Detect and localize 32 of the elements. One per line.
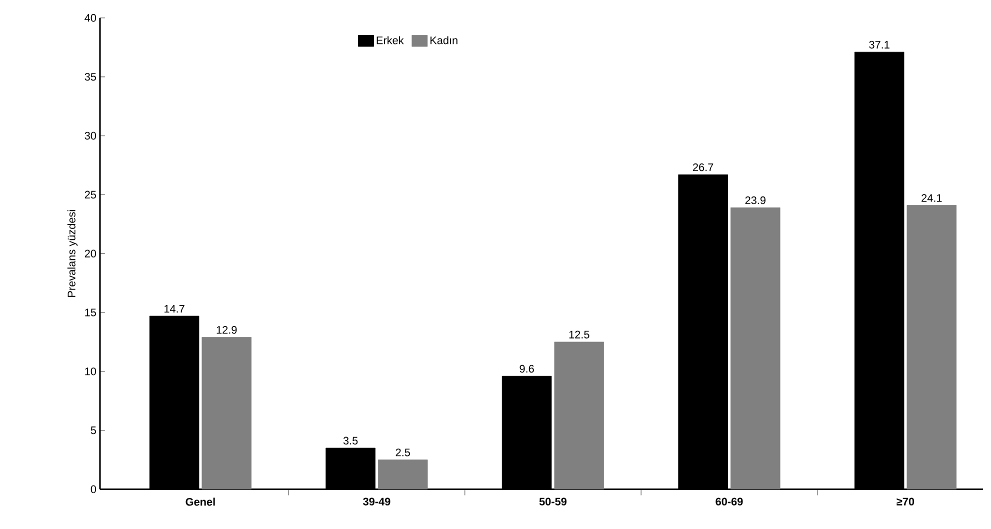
data-label: 9.6 (520, 364, 534, 373)
data-label: 14.7 (164, 305, 184, 313)
bar (730, 207, 780, 490)
bar (554, 342, 604, 490)
bar (202, 337, 252, 490)
x-tick-label: 39-49 (363, 498, 390, 506)
y-tick-label: 20 (84, 250, 96, 258)
y-axis-title: Prevalans yüzdesi (67, 210, 78, 297)
data-label: 26.7 (693, 163, 714, 172)
bar (378, 460, 428, 490)
bar (906, 205, 957, 490)
data-label: 2.5 (396, 448, 410, 456)
data-label: 3.5 (343, 436, 358, 444)
y-tick-label: 5 (90, 426, 96, 434)
data-label: 23.9 (745, 196, 766, 204)
y-tick-label: 30 (84, 132, 96, 140)
data-label: 12.5 (569, 330, 590, 338)
x-tick-label: Genel (186, 498, 215, 506)
y-tick-label: 25 (84, 190, 96, 198)
data-label: 37.1 (869, 40, 890, 49)
x-tick-label: 60-69 (716, 498, 743, 506)
x-tick-label: ≥70 (896, 498, 914, 506)
y-tick-label: 35 (84, 72, 96, 81)
data-label: 12.9 (216, 326, 237, 334)
legend-label: Erkek (376, 36, 404, 44)
y-tick-label: 15 (85, 308, 96, 316)
y-tick-label: 0 (90, 485, 96, 494)
legend-label: Kadın (430, 36, 458, 44)
y-tick-label: 40 (84, 14, 96, 22)
data-label: 24.1 (922, 194, 942, 202)
y-tick-label: 10 (85, 368, 96, 376)
x-tick-label: 50-59 (539, 498, 566, 506)
